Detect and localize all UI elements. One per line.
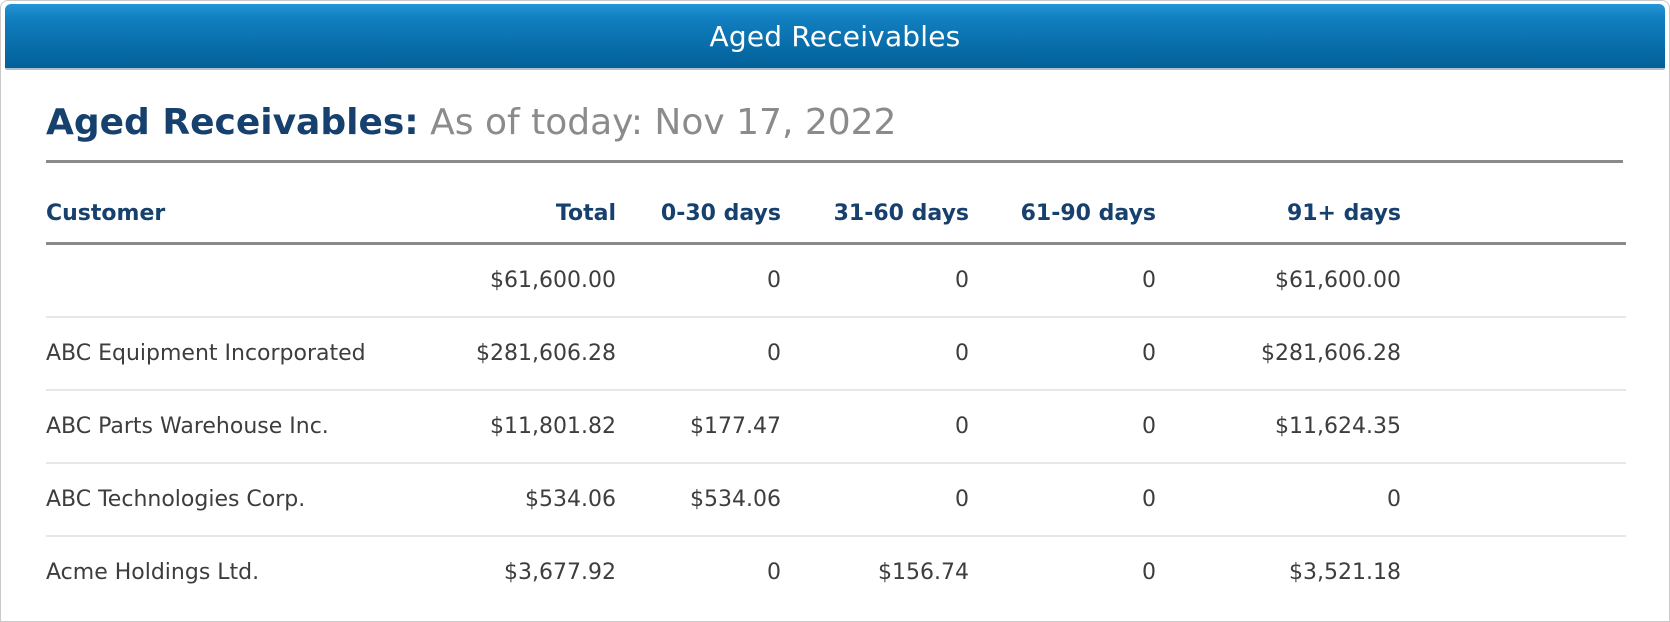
amount-cell[interactable]: $11,624.35 bbox=[1156, 389, 1626, 464]
amount-cell[interactable]: $156.74 bbox=[878, 560, 969, 585]
amount-cell[interactable]: $11,801.82 bbox=[441, 389, 616, 464]
table-row: ABC Technologies Corp. $534.06 $534.06 0 0 0 bbox=[46, 462, 1626, 537]
report-title: Aged Receivables: bbox=[46, 102, 419, 143]
column-header-91-plus-days: 91+ days bbox=[1156, 163, 1626, 245]
amount-cell[interactable]: $61,600.00 bbox=[1156, 243, 1626, 318]
amount-cell[interactable]: $281,606.28 bbox=[1156, 316, 1626, 391]
amount-cell[interactable]: $177.47 bbox=[616, 389, 781, 464]
amount-cell[interactable]: $3,521.18 bbox=[1289, 560, 1401, 585]
column-header-0-30-days: 0-30 days bbox=[616, 163, 781, 245]
receivables-table-body: $61,600.00 0 0 0 $61,600.00 ABC Equipment Inc… bbox=[46, 243, 1626, 609]
table-header-row: Customer Total 0-30 days 31-60 days 61-9… bbox=[46, 163, 1626, 245]
column-header-total: Total bbox=[441, 163, 616, 245]
report-subtitle: As of today: Nov 17, 2022 bbox=[430, 102, 897, 143]
amount-cell[interactable]: 0 bbox=[1142, 560, 1156, 585]
amount-cell[interactable]: 0 bbox=[969, 462, 1156, 537]
amount-cell[interactable]: 0 bbox=[767, 560, 781, 585]
report-content: Aged Receivables: As of today: Nov 17, 2… bbox=[1, 101, 1669, 609]
table-row: Acme Holdings Ltd. $3,677.92 0 $156.74 0 $3,5… bbox=[46, 536, 1626, 609]
table-row: ABC Equipment Incorporated $281,606.28 0 0 0… bbox=[46, 316, 1626, 391]
table-row: ABC Parts Warehouse Inc. $11,801.82 $177.4… bbox=[46, 389, 1626, 464]
table-header: Customer Total 0-30 days 31-60 days 61-9… bbox=[46, 163, 1626, 245]
amount-cell[interactable]: $534.06 bbox=[616, 462, 781, 537]
amount-cell[interactable]: $281,606.28 bbox=[441, 316, 616, 391]
amount-cell[interactable]: 0 bbox=[781, 316, 969, 391]
customer-cell[interactable]: ABC Equipment Incorporated bbox=[46, 316, 441, 391]
window-titlebar: Aged Receivables bbox=[5, 4, 1665, 70]
amount-cell[interactable]: 0 bbox=[616, 243, 781, 318]
amount-cell[interactable]: $3,677.92 bbox=[504, 560, 616, 585]
customer-cell[interactable]: ABC Parts Warehouse Inc. bbox=[46, 389, 441, 464]
amount-cell[interactable]: 0 bbox=[781, 243, 969, 318]
report-heading: Aged Receivables: As of today: Nov 17, 2… bbox=[46, 101, 1623, 145]
amount-cell[interactable]: 0 bbox=[969, 243, 1156, 318]
column-header-61-90-days: 61-90 days bbox=[969, 163, 1156, 245]
heading-divider bbox=[46, 160, 1623, 163]
amount-cell[interactable]: $61,600.00 bbox=[441, 243, 616, 318]
column-header-31-60-days: 31-60 days bbox=[781, 163, 969, 245]
table-row: $61,600.00 0 0 0 $61,600.00 bbox=[46, 243, 1626, 318]
amount-cell[interactable]: 0 bbox=[1156, 462, 1626, 537]
amount-cell[interactable]: 0 bbox=[969, 316, 1156, 391]
column-header-customer: Customer bbox=[46, 163, 441, 245]
amount-cell[interactable]: $534.06 bbox=[441, 462, 616, 537]
aged-receivables-table: Customer Total 0-30 days 31-60 days 61-9… bbox=[46, 163, 1626, 609]
amount-cell[interactable]: 0 bbox=[616, 316, 781, 391]
amount-cell[interactable]: 0 bbox=[781, 389, 969, 464]
customer-cell[interactable]: Acme Holdings Ltd. bbox=[46, 560, 260, 585]
customer-cell[interactable]: ABC Technologies Corp. bbox=[46, 462, 441, 537]
customer-cell[interactable] bbox=[46, 243, 441, 318]
amount-cell[interactable]: 0 bbox=[969, 389, 1156, 464]
amount-cell[interactable]: 0 bbox=[781, 462, 969, 537]
window-title: Aged Receivables bbox=[709, 19, 961, 53]
